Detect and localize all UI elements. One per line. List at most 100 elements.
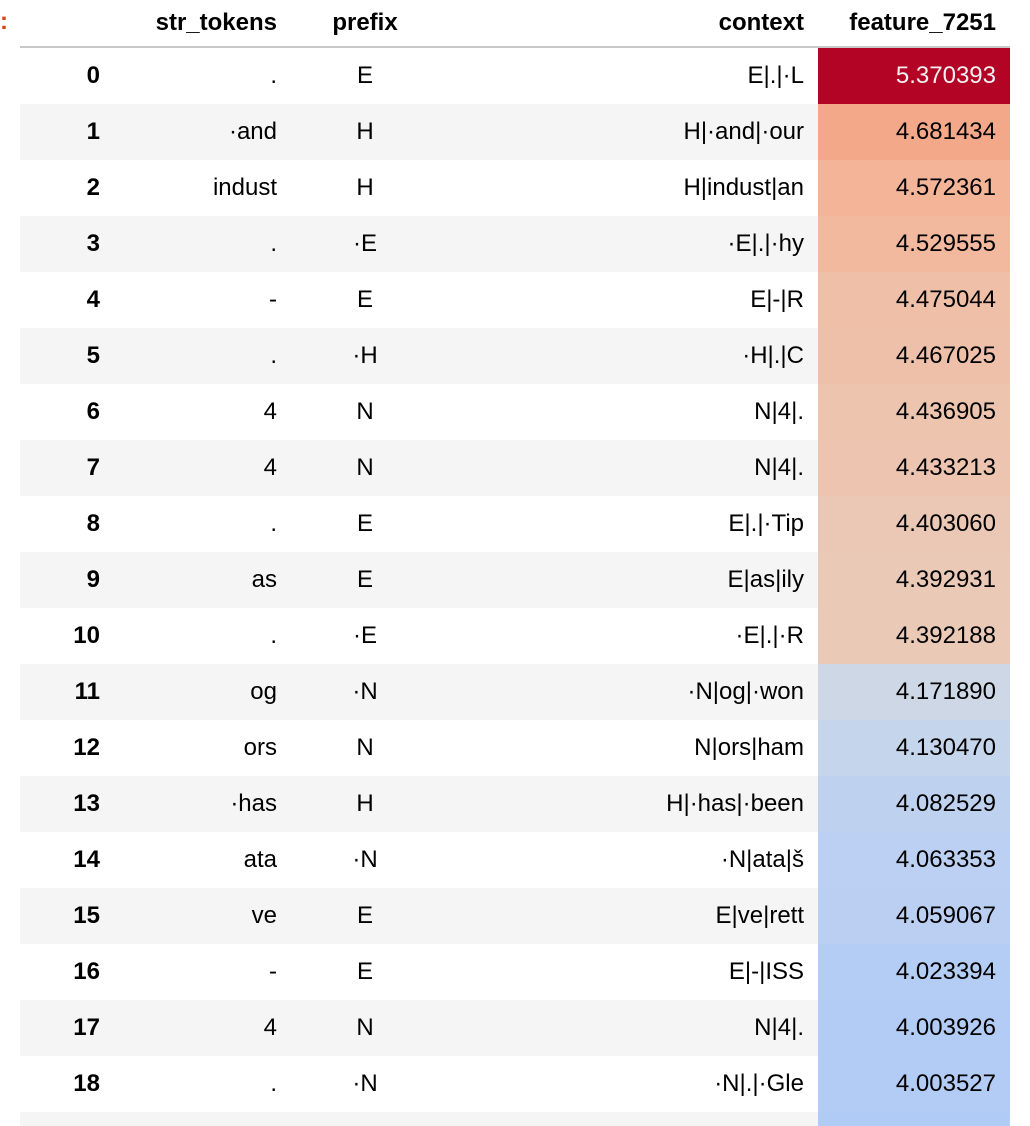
cell-prefix: H bbox=[291, 104, 439, 160]
header-index bbox=[20, 0, 108, 48]
cell-str-tokens: ve bbox=[108, 888, 291, 944]
cell-context: ·N|og|·won bbox=[439, 664, 818, 720]
row-index: 12 bbox=[73, 734, 100, 761]
row-index: 15 bbox=[20, 888, 108, 944]
cell-context: ·E|.|·hy bbox=[439, 216, 818, 272]
cell-feature-value: 4.572361 bbox=[818, 160, 1010, 216]
cell-prefix: ·N bbox=[352, 846, 378, 873]
cell-str-tokens: . bbox=[270, 510, 277, 537]
cell-context: E|as|ily bbox=[439, 552, 818, 608]
table-row: 2 indust H H|indust|an 4.572361 bbox=[20, 160, 1010, 216]
cell-prefix: E bbox=[356, 958, 373, 985]
cell-feature-value: 4.392931 bbox=[818, 552, 1010, 608]
cell-feature-value: 4.023394 bbox=[818, 944, 1010, 1000]
cell-prefix: ·N bbox=[352, 1070, 378, 1097]
cell-prefix: N bbox=[291, 1000, 439, 1056]
cell-context: E|-|R bbox=[750, 286, 804, 313]
table-row: 18. ·N ·N|.|·Gle 4.003527 bbox=[20, 1056, 1010, 1112]
cell-prefix: H bbox=[291, 776, 439, 832]
cell-str-tokens: as bbox=[108, 552, 291, 608]
partial-cell bbox=[108, 1112, 291, 1126]
cell-context: N|ors|ham bbox=[694, 734, 804, 761]
cell-str-tokens: . bbox=[108, 216, 291, 272]
header-prefix: prefix bbox=[291, 0, 439, 48]
row-index: 1 bbox=[20, 104, 108, 160]
cell-str-tokens: - bbox=[269, 958, 277, 985]
cell-str-tokens: ors bbox=[243, 734, 277, 761]
table-row: 1 ·and H H|·and|·our 4.681434 bbox=[20, 104, 1010, 160]
cell-str-tokens: ·and bbox=[108, 104, 291, 160]
cell-prefix: ·H bbox=[291, 328, 439, 384]
row-index: 8 bbox=[86, 510, 100, 537]
table-row: 12 ors N N|ors|ham 4.130470 bbox=[20, 720, 1010, 776]
cell-context: H|·has|·been bbox=[439, 776, 818, 832]
cell-context: H|·and|·our bbox=[439, 104, 818, 160]
row-index: 7 bbox=[20, 440, 108, 496]
cell-str-tokens: ·has bbox=[108, 776, 291, 832]
header-str-tokens: str_tokens bbox=[108, 0, 291, 48]
table-row: 15 ve E E|ve|rett 4.059067 bbox=[20, 888, 1010, 944]
cell-prefix: ·E bbox=[353, 622, 377, 649]
cell-feature-value: 4.475044 bbox=[818, 272, 1010, 328]
partial-cell bbox=[291, 1112, 439, 1126]
cell-str-tokens: . bbox=[270, 62, 277, 89]
cell-context: ·N|.|·Gle bbox=[714, 1070, 804, 1097]
row-index: 3 bbox=[20, 216, 108, 272]
row-index: 5 bbox=[20, 328, 108, 384]
cell-feature-value: 4.082529 bbox=[818, 776, 1010, 832]
cell-feature-value: 4.059067 bbox=[818, 888, 1010, 944]
cell-feature-value: 4.681434 bbox=[818, 104, 1010, 160]
dataframe-table: str_tokens prefix context feature_7251 0… bbox=[20, 0, 1010, 1126]
cell-feature-value: 4.436905 bbox=[818, 384, 1010, 440]
cell-str-tokens: 4 bbox=[108, 1000, 291, 1056]
cell-prefix: E bbox=[356, 62, 373, 89]
partial-cell bbox=[20, 1112, 108, 1126]
cell-prefix: H bbox=[356, 174, 374, 201]
dataframe-output: str_tokens prefix context feature_7251 0… bbox=[20, 0, 1010, 1126]
cell-str-tokens: . bbox=[108, 328, 291, 384]
cell-feature-value: 4.003926 bbox=[818, 1000, 1010, 1056]
cell-context: ·E|.|·R bbox=[735, 622, 804, 649]
table-row: 4 - E E|-|R 4.475044 bbox=[20, 272, 1010, 328]
table-row: 3. ·E ·E|.|·hy 4.529555 bbox=[20, 216, 1010, 272]
cell-feature-value: 4.003527 bbox=[818, 1056, 1010, 1112]
cell-feature-value: 4.063353 bbox=[818, 832, 1010, 888]
cell-str-tokens: . bbox=[270, 1070, 277, 1097]
cell-str-tokens: indust bbox=[212, 174, 277, 201]
cell-prefix: N bbox=[291, 440, 439, 496]
table-row: 16 - E E|-|ISS 4.023394 bbox=[20, 944, 1010, 1000]
cell-context: ·H|.|C bbox=[439, 328, 818, 384]
cell-prefix: E bbox=[291, 888, 439, 944]
cell-context: E|ve|rett bbox=[439, 888, 818, 944]
row-index: 11 bbox=[20, 664, 108, 720]
row-index: 2 bbox=[86, 174, 100, 201]
cell-context: N|4|. bbox=[439, 440, 818, 496]
table-row: 0. E E|.|·L 5.370393 bbox=[20, 47, 1010, 104]
cell-context: ·N|ata|š bbox=[720, 846, 804, 873]
cell-str-tokens: - bbox=[269, 286, 277, 313]
row-index: 10 bbox=[73, 622, 100, 649]
table-row: 6 4 N N|4|. 4.436905 bbox=[20, 384, 1010, 440]
cell-feature-value: 4.467025 bbox=[818, 328, 1010, 384]
partial-cell bbox=[439, 1112, 818, 1126]
cell-feature-value: 4.130470 bbox=[818, 720, 1010, 776]
table-row: 8. E E|.|·Tip 4.403060 bbox=[20, 496, 1010, 552]
header-feature: feature_7251 bbox=[818, 0, 1010, 48]
cell-prefix: E bbox=[291, 552, 439, 608]
cell-prefix: N bbox=[356, 398, 374, 425]
table-row-partial bbox=[20, 1112, 1010, 1126]
cell-feature-value: 4.403060 bbox=[818, 496, 1010, 552]
cell-prefix: ·E bbox=[291, 216, 439, 272]
row-index: 18 bbox=[73, 1070, 100, 1097]
cell-str-tokens: . bbox=[270, 622, 277, 649]
cell-context: H|indust|an bbox=[683, 174, 804, 201]
cell-feature-value: 4.392188 bbox=[818, 608, 1010, 664]
cell-context: E|.|·L bbox=[747, 62, 804, 89]
row-index: 0 bbox=[86, 62, 100, 89]
table-row: 5. ·H ·H|.|C 4.467025 bbox=[20, 328, 1010, 384]
table-row: 7 4 N N|4|. 4.433213 bbox=[20, 440, 1010, 496]
cell-str-tokens: 4 bbox=[108, 440, 291, 496]
row-index: 13 bbox=[20, 776, 108, 832]
cell-context: E|-|ISS bbox=[728, 958, 804, 985]
table-row: 10. ·E ·E|.|·R 4.392188 bbox=[20, 608, 1010, 664]
